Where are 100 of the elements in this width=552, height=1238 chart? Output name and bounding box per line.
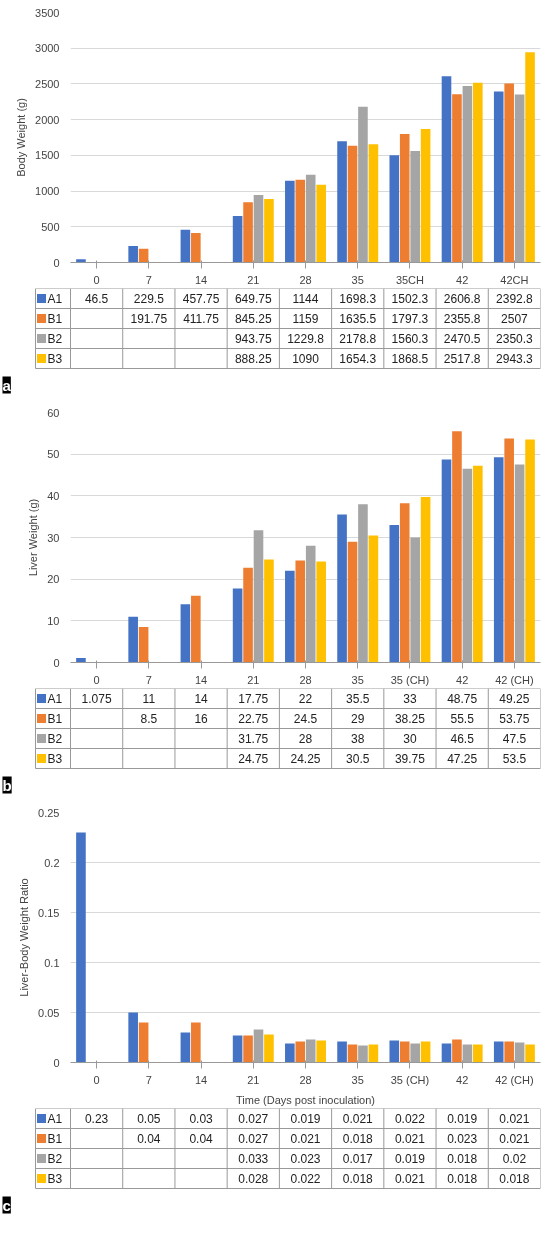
- y-tick-label: 0.15: [38, 906, 60, 919]
- bar: [180, 604, 191, 663]
- y-tick-label: 50: [47, 448, 60, 461]
- bar: [76, 259, 86, 263]
- data-label: 1797.3: [391, 312, 429, 326]
- bar: [337, 1041, 347, 1063]
- data-label: 22.75: [238, 712, 269, 726]
- legend-label: B1: [47, 311, 63, 326]
- data-label: 2943.3: [496, 352, 534, 366]
- y-tick-label: 3000: [35, 42, 60, 55]
- y-tick-label: 2500: [35, 77, 60, 90]
- bar: [399, 1041, 410, 1063]
- x-tick-label: 14: [194, 673, 208, 686]
- legend-label: B2: [47, 1151, 63, 1166]
- bar: [191, 233, 201, 263]
- data-label: 0.027: [238, 1112, 269, 1126]
- x-tick-label: 7: [145, 273, 152, 286]
- bar: [285, 1043, 295, 1063]
- bar: [264, 1034, 274, 1063]
- data-label: 0.021: [342, 1112, 374, 1126]
- data-label: 0.03: [189, 1112, 214, 1126]
- data-label: 0.018: [447, 1152, 478, 1166]
- data-label: 191.75: [130, 312, 168, 326]
- x-tick-label: 28: [299, 1073, 312, 1086]
- data-label: 0.023: [447, 1132, 478, 1146]
- data-label: 46.5: [450, 732, 475, 746]
- data-label: 1654.3: [339, 352, 377, 366]
- data-label: 649.75: [234, 292, 272, 306]
- data-label: 0.022: [394, 1112, 426, 1126]
- bar: [295, 179, 306, 263]
- data-label: 1868.5: [391, 352, 429, 366]
- data-label: 845.25: [234, 312, 272, 326]
- y-tick-label: 3500: [35, 6, 60, 19]
- bar: [389, 1040, 400, 1063]
- bar: [76, 832, 86, 1063]
- x-axis-title: Time (Days post inoculation): [236, 1093, 375, 1106]
- data-label: 38: [351, 732, 365, 746]
- legend-label: B2: [47, 731, 63, 746]
- data-label: 47.5: [502, 732, 527, 746]
- data-label: 38.25: [394, 712, 426, 726]
- data-label: 0.018: [342, 1132, 374, 1146]
- bar: [525, 1044, 535, 1063]
- data-label: 1229.8: [287, 332, 325, 346]
- bar: [128, 246, 138, 263]
- data-label: 0.027: [238, 1132, 269, 1146]
- bar: [191, 595, 201, 663]
- x-tick-label: 21: [247, 273, 260, 286]
- legend-label: A1: [47, 291, 63, 306]
- data-label: 24.5: [293, 712, 318, 726]
- data-label: 2606.8: [443, 292, 481, 306]
- x-tick-label: 7: [145, 673, 152, 686]
- data-label: 11: [142, 692, 156, 706]
- y-axis-title: Liver-Body Weight Ratio: [18, 878, 31, 997]
- y-tick-label: 0.05: [38, 1006, 60, 1019]
- x-tick-label: 21: [247, 673, 260, 686]
- data-label: 31.75: [238, 732, 269, 746]
- y-tick-label: 0: [53, 1056, 60, 1069]
- bar: [420, 496, 431, 663]
- bar: [285, 180, 295, 263]
- data-label: 53.5: [502, 752, 527, 766]
- bar: [493, 1041, 504, 1063]
- bar: [420, 129, 431, 263]
- x-tick-label: 21: [247, 1073, 260, 1086]
- data-label: 2350.3: [496, 332, 534, 346]
- data-label: 0.021: [499, 1132, 530, 1146]
- x-tick-label: 35 (CH): [390, 1073, 430, 1086]
- data-label: 53.75: [499, 712, 530, 726]
- data-label: 1159: [292, 312, 319, 326]
- data-label: 17.75: [238, 692, 269, 706]
- x-tick-label: 7: [145, 1073, 152, 1086]
- bar: [473, 465, 483, 663]
- data-label: 0.04: [189, 1132, 214, 1146]
- data-label: 30.5: [346, 752, 370, 766]
- bar: [264, 199, 274, 263]
- bar: [128, 1012, 138, 1063]
- data-label: 1698.3: [339, 292, 377, 306]
- data-label: 2507: [501, 312, 529, 326]
- bar: [337, 141, 347, 263]
- bar: [243, 202, 253, 263]
- data-label: 28: [298, 732, 313, 746]
- bar: [191, 1022, 201, 1063]
- bar: [441, 459, 452, 663]
- data-label: 16: [194, 712, 209, 726]
- bar: [493, 457, 504, 663]
- data-label: 14: [194, 692, 209, 706]
- y-tick-label: 10: [47, 614, 60, 627]
- y-tick-label: 1500: [35, 149, 60, 162]
- x-tick-label: 0: [93, 673, 100, 686]
- y-tick-label: 500: [41, 220, 60, 233]
- data-label: 0.021: [290, 1132, 321, 1146]
- y-axis-title: Liver Weight (g): [27, 498, 40, 577]
- bar: [180, 1032, 191, 1063]
- bar: [316, 184, 326, 263]
- bar: [347, 541, 358, 663]
- x-tick-label: 14: [194, 1073, 208, 1086]
- data-label: 0.018: [342, 1172, 374, 1186]
- bar: [368, 144, 379, 263]
- data-label: 0.023: [290, 1152, 321, 1166]
- bar: [295, 1041, 306, 1063]
- bar: [504, 83, 514, 263]
